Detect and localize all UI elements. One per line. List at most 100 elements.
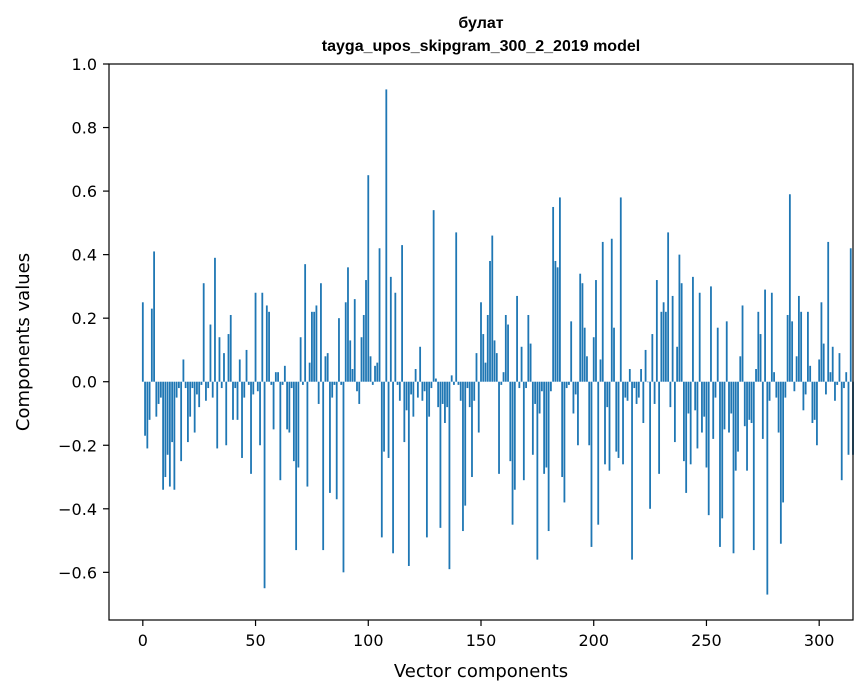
bar — [459, 381, 462, 401]
bar — [326, 353, 329, 382]
bar — [290, 381, 293, 389]
bar — [202, 283, 205, 382]
bar — [723, 381, 726, 430]
bar — [473, 381, 476, 401]
bar — [450, 375, 453, 382]
bar — [622, 381, 624, 465]
bar — [349, 340, 352, 382]
bar — [818, 359, 821, 382]
bar — [380, 381, 383, 538]
bar — [457, 381, 460, 385]
bar — [696, 381, 699, 449]
bar — [477, 381, 480, 433]
bar — [746, 381, 748, 471]
bar — [795, 356, 798, 382]
bar — [279, 381, 282, 481]
bar — [283, 365, 286, 382]
bar — [561, 381, 564, 478]
bar — [628, 369, 631, 382]
bar — [383, 381, 385, 452]
bar — [710, 286, 712, 382]
bar — [651, 334, 654, 382]
bar — [416, 381, 419, 398]
bar — [500, 381, 503, 385]
bar — [241, 381, 243, 458]
bar — [250, 381, 252, 474]
bar — [428, 381, 431, 417]
bar — [845, 372, 848, 382]
bar — [777, 381, 780, 433]
bar — [238, 359, 241, 382]
bar — [820, 302, 823, 382]
bar — [184, 381, 187, 389]
bar — [378, 248, 381, 382]
bar — [838, 353, 841, 382]
x-tick-label: 100 — [353, 631, 384, 650]
bar — [705, 381, 708, 468]
bar — [518, 381, 521, 389]
bar — [414, 369, 417, 382]
bar — [525, 381, 527, 389]
bar — [187, 381, 189, 443]
bar — [649, 381, 651, 509]
bar — [748, 381, 751, 420]
bar — [338, 318, 340, 382]
bar — [802, 381, 805, 411]
bar — [768, 381, 771, 401]
bar — [502, 372, 505, 382]
bar — [732, 381, 735, 554]
bar — [635, 381, 638, 404]
y-tick-label: −0.2 — [58, 436, 97, 455]
bar — [446, 381, 449, 408]
bar — [540, 381, 543, 392]
bar — [637, 381, 640, 398]
bar — [764, 289, 766, 382]
bar — [531, 381, 534, 455]
bar — [831, 346, 834, 382]
bar — [761, 381, 764, 439]
bar — [547, 381, 550, 532]
bar — [304, 264, 307, 382]
bar — [297, 381, 300, 468]
bar — [437, 381, 440, 408]
bar — [369, 356, 372, 382]
bar — [615, 381, 618, 452]
bar — [268, 311, 270, 382]
bar — [173, 381, 176, 490]
bar — [407, 381, 410, 566]
bar — [669, 381, 672, 408]
bar — [631, 381, 633, 560]
bar — [347, 267, 349, 382]
bar — [286, 381, 289, 430]
bar — [175, 381, 178, 398]
bar — [340, 381, 343, 385]
bar — [588, 381, 591, 446]
x-tick-label: 300 — [804, 631, 835, 650]
bar — [586, 356, 588, 382]
bar — [295, 381, 298, 551]
bar — [146, 381, 149, 449]
bar — [468, 381, 471, 408]
bar — [480, 302, 482, 382]
bar — [743, 381, 746, 427]
bar — [813, 381, 816, 420]
bar — [689, 381, 692, 465]
bar — [538, 381, 541, 414]
bar — [680, 283, 683, 382]
bar — [559, 197, 561, 382]
bar — [214, 257, 216, 382]
bar — [441, 381, 444, 404]
bar — [301, 381, 304, 385]
bar — [671, 295, 674, 382]
bar — [779, 381, 782, 544]
x-axis: 0 50 100 150 200 250 300 — [138, 620, 835, 650]
bar — [401, 245, 403, 382]
bar — [599, 359, 602, 382]
bar — [367, 175, 370, 382]
bar — [216, 381, 219, 449]
bar — [180, 381, 183, 462]
bar — [259, 381, 261, 446]
bar — [741, 305, 744, 382]
bar — [577, 381, 579, 446]
bar — [207, 381, 210, 389]
